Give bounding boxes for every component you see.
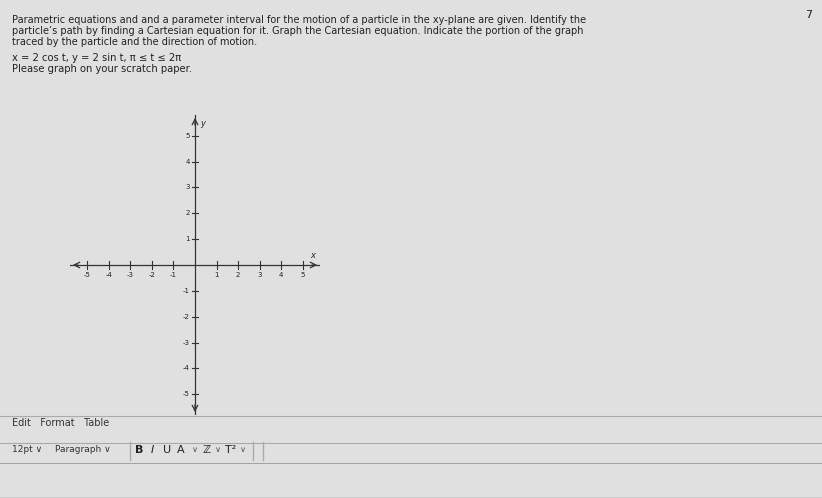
Text: 12pt ∨: 12pt ∨ <box>12 445 42 454</box>
Text: ∨: ∨ <box>215 445 221 454</box>
Text: -5: -5 <box>84 272 90 278</box>
Text: B: B <box>135 445 143 455</box>
Text: A: A <box>177 445 185 455</box>
Text: -2: -2 <box>149 272 155 278</box>
Text: I: I <box>151 445 155 455</box>
Text: traced by the particle and the direction of motion.: traced by the particle and the direction… <box>12 37 257 47</box>
Text: -4: -4 <box>105 272 113 278</box>
Text: 5: 5 <box>185 132 190 138</box>
Text: -2: -2 <box>182 314 190 320</box>
Text: 4: 4 <box>185 158 190 164</box>
Text: 5: 5 <box>301 272 305 278</box>
Text: 7: 7 <box>805 10 812 20</box>
Text: Edit   Format   Table: Edit Format Table <box>12 418 109 428</box>
Text: 2: 2 <box>185 210 190 216</box>
Text: -3: -3 <box>127 272 134 278</box>
Text: 4: 4 <box>279 272 284 278</box>
Text: x = 2 cos t, y = 2 sin t, π ≤ t ≤ 2π: x = 2 cos t, y = 2 sin t, π ≤ t ≤ 2π <box>12 53 181 63</box>
Text: particle’s path by finding a Cartesian equation for it. Graph the Cartesian equa: particle’s path by finding a Cartesian e… <box>12 26 584 36</box>
Text: Paragraph ∨: Paragraph ∨ <box>55 445 111 454</box>
Text: 3: 3 <box>257 272 262 278</box>
Text: Parametric equations and and a parameter interval for the motion of a particle i: Parametric equations and and a parameter… <box>12 15 586 25</box>
Text: -5: -5 <box>182 391 190 397</box>
Text: -4: -4 <box>182 366 190 372</box>
Text: U: U <box>163 445 171 455</box>
Text: 3: 3 <box>185 184 190 190</box>
Text: -1: -1 <box>170 272 177 278</box>
Text: y: y <box>200 119 205 128</box>
Text: -3: -3 <box>182 340 190 346</box>
Text: ℤ: ℤ <box>202 445 210 455</box>
Text: -1: -1 <box>182 288 190 294</box>
Text: ∨: ∨ <box>240 445 246 454</box>
Text: ∨: ∨ <box>192 445 198 454</box>
Text: 1: 1 <box>185 236 190 242</box>
Text: x: x <box>311 251 316 260</box>
Text: 1: 1 <box>215 272 219 278</box>
Text: 2: 2 <box>236 272 240 278</box>
Text: T²: T² <box>225 445 236 455</box>
Text: Please graph on your scratch paper.: Please graph on your scratch paper. <box>12 64 192 74</box>
